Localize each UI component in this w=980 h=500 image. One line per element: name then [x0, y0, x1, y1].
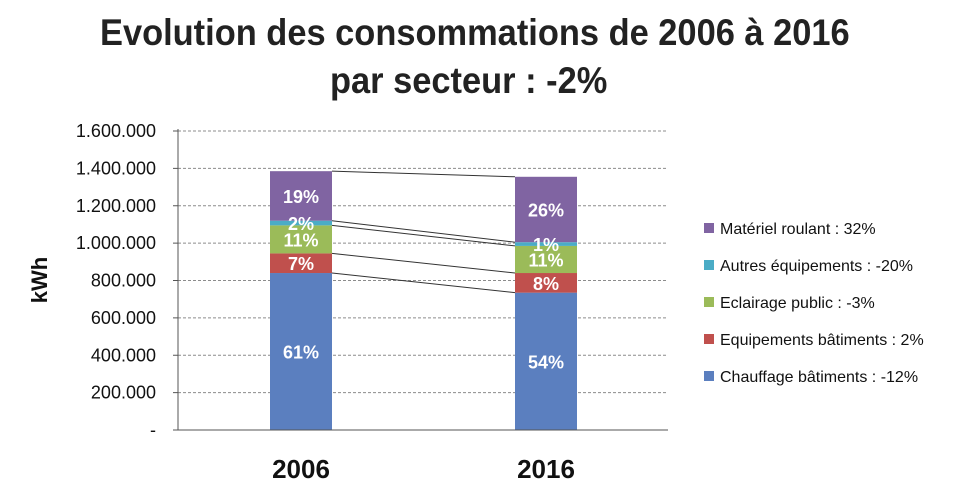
legend-swatch — [704, 260, 714, 270]
segment-data-label: 19% — [283, 187, 319, 207]
bar-segment — [515, 245, 577, 274]
segment-data-label: 26% — [528, 200, 564, 220]
series-connector-line — [331, 170, 516, 178]
bar-segment — [515, 176, 577, 243]
y-tick-label: 600.000 — [91, 308, 156, 328]
legend-entry-label: Matériel roulant : 32% — [720, 221, 876, 238]
chart-title-line: Evolution des consommations de 2006 à 20… — [100, 12, 850, 53]
series-connector-line — [331, 224, 516, 247]
x-category-label: 2006 — [272, 454, 330, 484]
y-tick-label: - — [150, 420, 156, 440]
bar-segment — [270, 225, 332, 254]
x-category-label: 2016 — [517, 454, 575, 484]
y-tick-label: 200.000 — [91, 383, 156, 403]
bar-segment — [515, 273, 577, 293]
label-layer: 61%7%11%2%19%54%8%11%1%26% — [283, 187, 564, 372]
segment-data-label: 54% — [528, 352, 564, 372]
y-axis-label: kWh — [27, 257, 52, 303]
bar-segment — [270, 253, 332, 274]
grid-layer — [178, 130, 668, 394]
legend-entry-label: Equipements bâtiments : 2% — [720, 332, 924, 349]
y-tick-label: 800.000 — [91, 271, 156, 291]
y-tick-label: 1.600.000 — [76, 121, 156, 141]
connector-layer — [331, 170, 516, 294]
segment-data-label: 7% — [288, 254, 314, 274]
series-connector-line — [331, 252, 516, 274]
legend-swatch — [704, 223, 714, 233]
y-tick-label: 1.400.000 — [76, 158, 156, 178]
segment-data-label: 2% — [288, 214, 314, 234]
segment-data-label: 11% — [283, 230, 318, 250]
series-connector-line — [331, 272, 516, 294]
legend-entry-label: Autres équipements : -20% — [720, 258, 913, 275]
y-tick-label: 400.000 — [91, 345, 156, 365]
y-tick-label: 1.200.000 — [76, 196, 156, 216]
chart-subtitle-line: par secteur : -2% — [330, 60, 608, 101]
bar-segment — [270, 171, 332, 221]
bar-segment — [270, 220, 332, 226]
y-tick-label: 1.000.000 — [76, 233, 156, 253]
segment-data-label: 11% — [528, 250, 563, 270]
legend-swatch — [704, 334, 714, 344]
segment-data-label: 61% — [283, 343, 319, 363]
segment-data-label: 1% — [533, 235, 559, 255]
series-connector-line — [331, 220, 516, 243]
legend-entry-label: Chauffage bâtiments : -12% — [720, 369, 918, 386]
bar-segment — [515, 292, 577, 430]
axis-layer: - 200.000 400.000 600.000 800.000 1.000.000 1.… — [27, 121, 668, 484]
legend: Matériel roulant : 32% Autres équipements… — [704, 221, 924, 386]
bar-segment — [515, 242, 577, 246]
legend-swatch — [704, 371, 714, 381]
legend-entry-label: Eclairage public : -3% — [720, 295, 875, 312]
legend-swatch — [704, 297, 714, 307]
segment-data-label: 8% — [533, 274, 559, 294]
bar-layer — [270, 171, 577, 430]
bar-segment — [270, 273, 332, 430]
